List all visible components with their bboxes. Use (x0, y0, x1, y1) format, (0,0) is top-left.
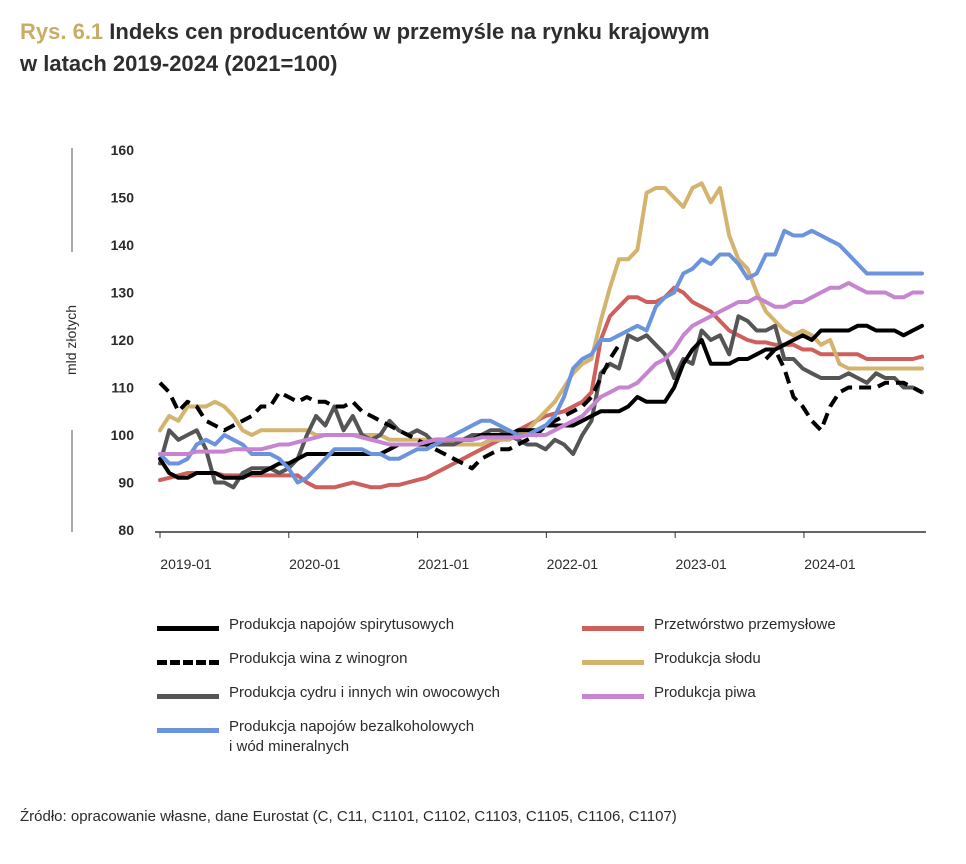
y-axis-label: mld złotych (63, 305, 79, 375)
x-tick-label: 2021-01 (418, 556, 470, 572)
y-tick-label: 120 (111, 332, 135, 348)
y-tick-label: 110 (111, 380, 134, 396)
x-tick-label: 2022-01 (547, 556, 599, 572)
legend-swatch (157, 626, 219, 631)
legend-swatch (157, 660, 219, 665)
y-tick-label: 130 (111, 285, 135, 301)
y-tick-label: 90 (118, 475, 134, 491)
series-lines (158, 181, 924, 490)
legend-swatch (582, 660, 644, 665)
y-tick-label: 150 (111, 190, 135, 206)
series-line-2 (764, 347, 923, 433)
legend-item: Produkcja piwa (582, 683, 756, 703)
line-chart: mld złotych 80 90 100 110 120 130 140 150 160 20… (63, 142, 926, 572)
series-line-3 (158, 181, 924, 447)
figure-number: Rys. 6.1 (20, 19, 104, 44)
title-line-2: w latach 2019-2024 (2021=100) (20, 51, 338, 76)
y-tick-label: 80 (118, 522, 134, 538)
legend-swatch (157, 694, 219, 699)
legend-item: Przetwórstwo przemysłowe (582, 615, 836, 635)
title-line-1: Indeks cen producentów w przemyśle na ry… (109, 19, 710, 44)
legend-label: Produkcja słodu (654, 650, 761, 667)
x-tick-label: 2019-01 (160, 556, 212, 572)
legend-item: Produkcja słodu (582, 649, 761, 669)
legend-swatch (582, 694, 644, 699)
series-line-5 (158, 281, 924, 456)
x-tick-label: 2020-01 (289, 556, 341, 572)
legend-label: Produkcja wina z winogron (229, 650, 408, 667)
legend-label: Produkcja napojów spirytusowych (229, 616, 455, 633)
legend-label: Produkcja cydru i innych win owocowych (229, 684, 500, 701)
legend-item: Produkcja napojów bezalkoholowych i wód … (157, 717, 474, 757)
chart-title: Rys. 6.1 Indeks cen producentów w przemy… (20, 16, 920, 80)
legend-label: Przetwórstwo przemysłowe (654, 616, 836, 633)
legend-item: Produkcja wina z winogron (157, 649, 407, 669)
y-tick-label: 100 (111, 427, 135, 443)
legend-item: Produkcja cydru i innych win owocowych (157, 683, 500, 703)
source-note: Źródło: opracowanie własne, dane Eurosta… (20, 808, 677, 825)
x-ticks: 2019-01 2020-01 2021-01 2022-01 2023-01 2024-… (159, 532, 856, 572)
y-tick-label: 140 (111, 237, 135, 253)
x-tick-label: 2024-01 (804, 556, 856, 572)
legend-label: Produkcja napojów bezalkoholowych i wód … (229, 718, 475, 755)
y-ticks: 80 90 100 110 120 130 140 150 160 (111, 142, 135, 538)
series-line-6 (158, 228, 924, 485)
y-tick-label: 160 (111, 142, 135, 158)
legend-swatch (157, 728, 219, 733)
legend-swatch (582, 626, 644, 631)
legend-item: Produkcja napojów spirytusowych (157, 615, 454, 635)
legend-label: Produkcja piwa (654, 684, 756, 701)
x-tick-label: 2023-01 (675, 556, 727, 572)
